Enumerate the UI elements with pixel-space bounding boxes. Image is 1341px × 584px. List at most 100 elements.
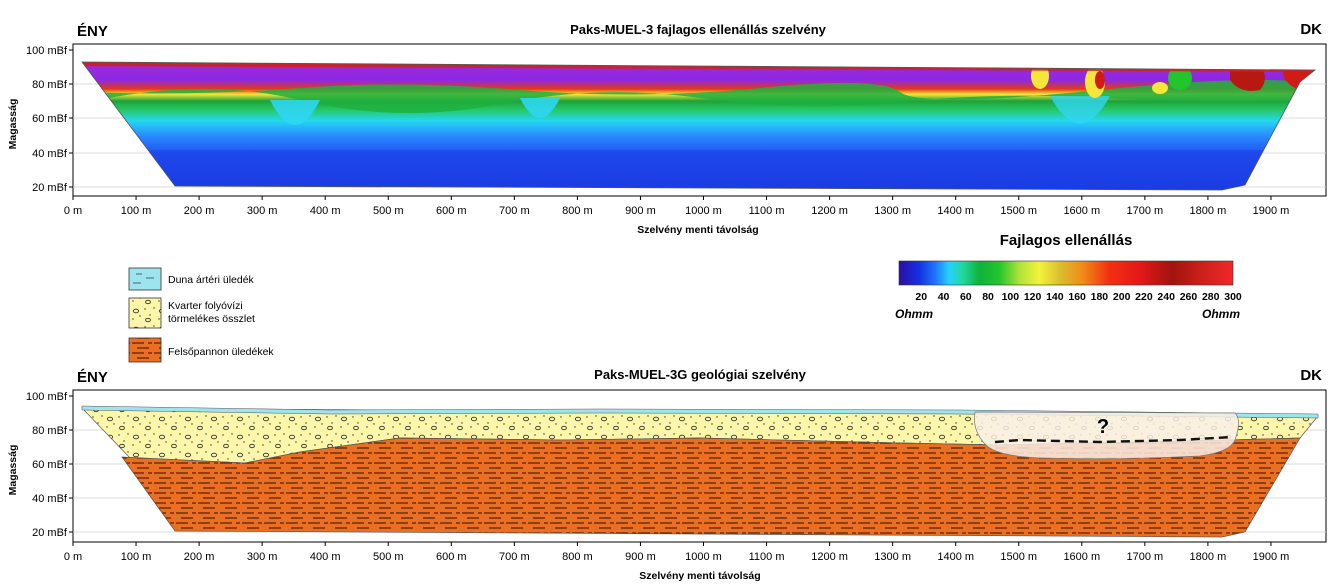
x-tick-label: 1100 m bbox=[749, 551, 785, 563]
geology-x-ticks: 0 m 100 m 200 m 300 m 400 m 500 m 600 m 700 m 80… bbox=[64, 542, 1289, 563]
x-tick-label: 1100 m bbox=[749, 205, 785, 217]
uncertain-zone bbox=[974, 411, 1239, 460]
legend: Duna ártéri üledék Kvarter folyóvízi tör… bbox=[128, 267, 274, 363]
geology-panel: ÉNY DK Paks-MUEL-3G geológiai szelvény ?… bbox=[7, 367, 1327, 582]
x-tick-label: 1900 m bbox=[1253, 205, 1290, 217]
x-tick-label: 1600 m bbox=[1063, 551, 1100, 563]
x-tick-label: 0 m bbox=[64, 551, 82, 563]
geology-x-axis-label: Szelvény menti távolság bbox=[639, 570, 760, 582]
x-tick-label: 400 m bbox=[310, 551, 341, 563]
x-tick-label: 1500 m bbox=[1000, 551, 1037, 563]
colorbar-gradient bbox=[898, 260, 1234, 286]
quaternary-swatch bbox=[128, 297, 162, 329]
y-tick-label: 20 mBf bbox=[32, 527, 68, 539]
pannonian-swatch bbox=[128, 337, 162, 363]
right-direction-label: DK bbox=[1300, 21, 1322, 38]
x-tick-label: 1400 m bbox=[937, 205, 974, 217]
x-tick-label: 1500 m bbox=[1000, 205, 1037, 217]
colorbar-tick-label: 260 bbox=[1180, 291, 1198, 303]
x-tick-label: 900 m bbox=[625, 551, 656, 563]
x-tick-label: 1900 m bbox=[1253, 551, 1290, 563]
x-tick-label: 1000 m bbox=[685, 551, 722, 563]
colorbar-unit-right: Ohmm bbox=[1202, 307, 1240, 321]
colorbar-title: Fajlagos ellenállás bbox=[1000, 232, 1133, 249]
y-tick-label: 20 mBf bbox=[32, 182, 68, 194]
x-tick-label: 200 m bbox=[184, 205, 215, 217]
x-tick-label: 1800 m bbox=[1190, 551, 1227, 563]
y-tick-label: 40 mBf bbox=[32, 493, 68, 505]
x-tick-label: 1300 m bbox=[874, 551, 911, 563]
resistivity-panel: ÉNY DK Paks-MUEL-3 fajlagos ellenállás s… bbox=[7, 21, 1327, 236]
x-tick-label: 500 m bbox=[373, 551, 404, 563]
colorbar-tick-label: 180 bbox=[1091, 291, 1109, 303]
x-tick-label: 200 m bbox=[184, 551, 215, 563]
colorbar-tick-label: 100 bbox=[1002, 291, 1020, 303]
geology-title: Paks-MUEL-3G geológiai szelvény bbox=[594, 367, 806, 382]
floodplain-swatch bbox=[128, 267, 162, 291]
x-tick-label: 300 m bbox=[247, 551, 278, 563]
y-tick-label: 60 mBf bbox=[32, 459, 68, 471]
legend-item-pannonian: Felsőpannon üledékek bbox=[128, 337, 274, 363]
x-tick-label: 1400 m bbox=[937, 551, 974, 563]
colorbar: Fajlagos ellenállás 20 40 60 80 100 120 140 160… bbox=[895, 232, 1242, 321]
x-tick-label: 700 m bbox=[499, 205, 530, 217]
colorbar-tick-label: 60 bbox=[960, 291, 972, 303]
x-tick-label: 100 m bbox=[121, 551, 152, 563]
geology-right-direction-label: DK bbox=[1300, 367, 1322, 384]
legend-label-quaternary-line1: Kvarter folyóvízi bbox=[168, 300, 243, 312]
x-tick-label: 800 m bbox=[562, 205, 593, 217]
resistivity-x-ticks: 0 m 100 m 200 m 300 m 400 m 500 m 600 m 700 m 80… bbox=[64, 196, 1289, 217]
y-tick-label: 60 mBf bbox=[32, 113, 68, 125]
uncertain-boundary bbox=[994, 435, 1233, 444]
x-tick-label: 500 m bbox=[373, 205, 404, 217]
y-tick-label: 100 mBf bbox=[26, 45, 68, 57]
geology-y-axis-label: Magasság bbox=[7, 445, 19, 496]
resistivity-plot-frame bbox=[72, 43, 1327, 197]
colorbar-tick-label: 160 bbox=[1068, 291, 1086, 303]
x-tick-label: 900 m bbox=[625, 205, 656, 217]
floodplain-layer bbox=[81, 405, 1319, 419]
resistivity-x-axis-label: Szelvény menti távolság bbox=[637, 224, 758, 236]
legend-item-quaternary: Kvarter folyóvízi törmelékes összlet bbox=[128, 297, 255, 329]
y-tick-label: 80 mBf bbox=[32, 79, 68, 91]
resistivity-image bbox=[82, 62, 1315, 190]
x-tick-label: 800 m bbox=[562, 551, 593, 563]
resistivity-y-axis-label: Magasság bbox=[7, 99, 19, 150]
x-tick-label: 1200 m bbox=[811, 551, 848, 563]
geology-left-direction-label: ÉNY bbox=[77, 369, 108, 386]
colorbar-tick-label: 200 bbox=[1113, 291, 1131, 303]
colorbar-tick-label: 120 bbox=[1024, 291, 1042, 303]
x-tick-label: 1700 m bbox=[1126, 205, 1163, 217]
geology-y-ticks: 100 mBf 80 mBf 60 mBf 40 mBf 20 mBf bbox=[26, 391, 73, 539]
geology-plot-frame bbox=[72, 389, 1327, 543]
legend-label-pannonian: Felsőpannon üledékek bbox=[168, 346, 274, 358]
colorbar-tick-label: 220 bbox=[1135, 291, 1153, 303]
x-tick-label: 600 m bbox=[436, 551, 467, 563]
x-tick-label: 1200 m bbox=[811, 205, 848, 217]
colorbar-tick-label: 80 bbox=[982, 291, 994, 303]
x-tick-label: 400 m bbox=[310, 205, 341, 217]
colorbar-tick-label: 280 bbox=[1202, 291, 1220, 303]
colorbar-tick-label: 240 bbox=[1157, 291, 1175, 303]
pannonian-layer bbox=[121, 437, 1301, 538]
colorbar-tick-label: 40 bbox=[938, 291, 950, 303]
y-tick-label: 40 mBf bbox=[32, 148, 68, 160]
x-tick-label: 1800 m bbox=[1190, 205, 1227, 217]
uncertain-question-mark: ? bbox=[1097, 416, 1109, 438]
colorbar-ticks: 20 40 60 80 100 120 140 160 180 200 220 240 260 280 30… bbox=[915, 291, 1241, 303]
x-tick-label: 100 m bbox=[121, 205, 152, 217]
x-tick-label: 1600 m bbox=[1063, 205, 1100, 217]
x-tick-label: 1700 m bbox=[1126, 551, 1163, 563]
resistivity-y-ticks: 100 mBf 80 mBf 60 mBf 40 mBf 20 mBf bbox=[26, 45, 73, 194]
x-tick-label: 1000 m bbox=[685, 205, 722, 217]
left-direction-label: ÉNY bbox=[77, 23, 108, 40]
colorbar-tick-label: 140 bbox=[1046, 291, 1064, 303]
legend-item-floodplain: Duna ártéri üledék bbox=[128, 267, 255, 291]
legend-label-quaternary-line2: törmelékes összlet bbox=[168, 313, 255, 325]
x-tick-label: 0 m bbox=[64, 205, 82, 217]
y-tick-label: 80 mBf bbox=[32, 425, 68, 437]
x-tick-label: 300 m bbox=[247, 205, 278, 217]
colorbar-tick-label: 300 bbox=[1224, 291, 1242, 303]
x-tick-label: 600 m bbox=[436, 205, 467, 217]
